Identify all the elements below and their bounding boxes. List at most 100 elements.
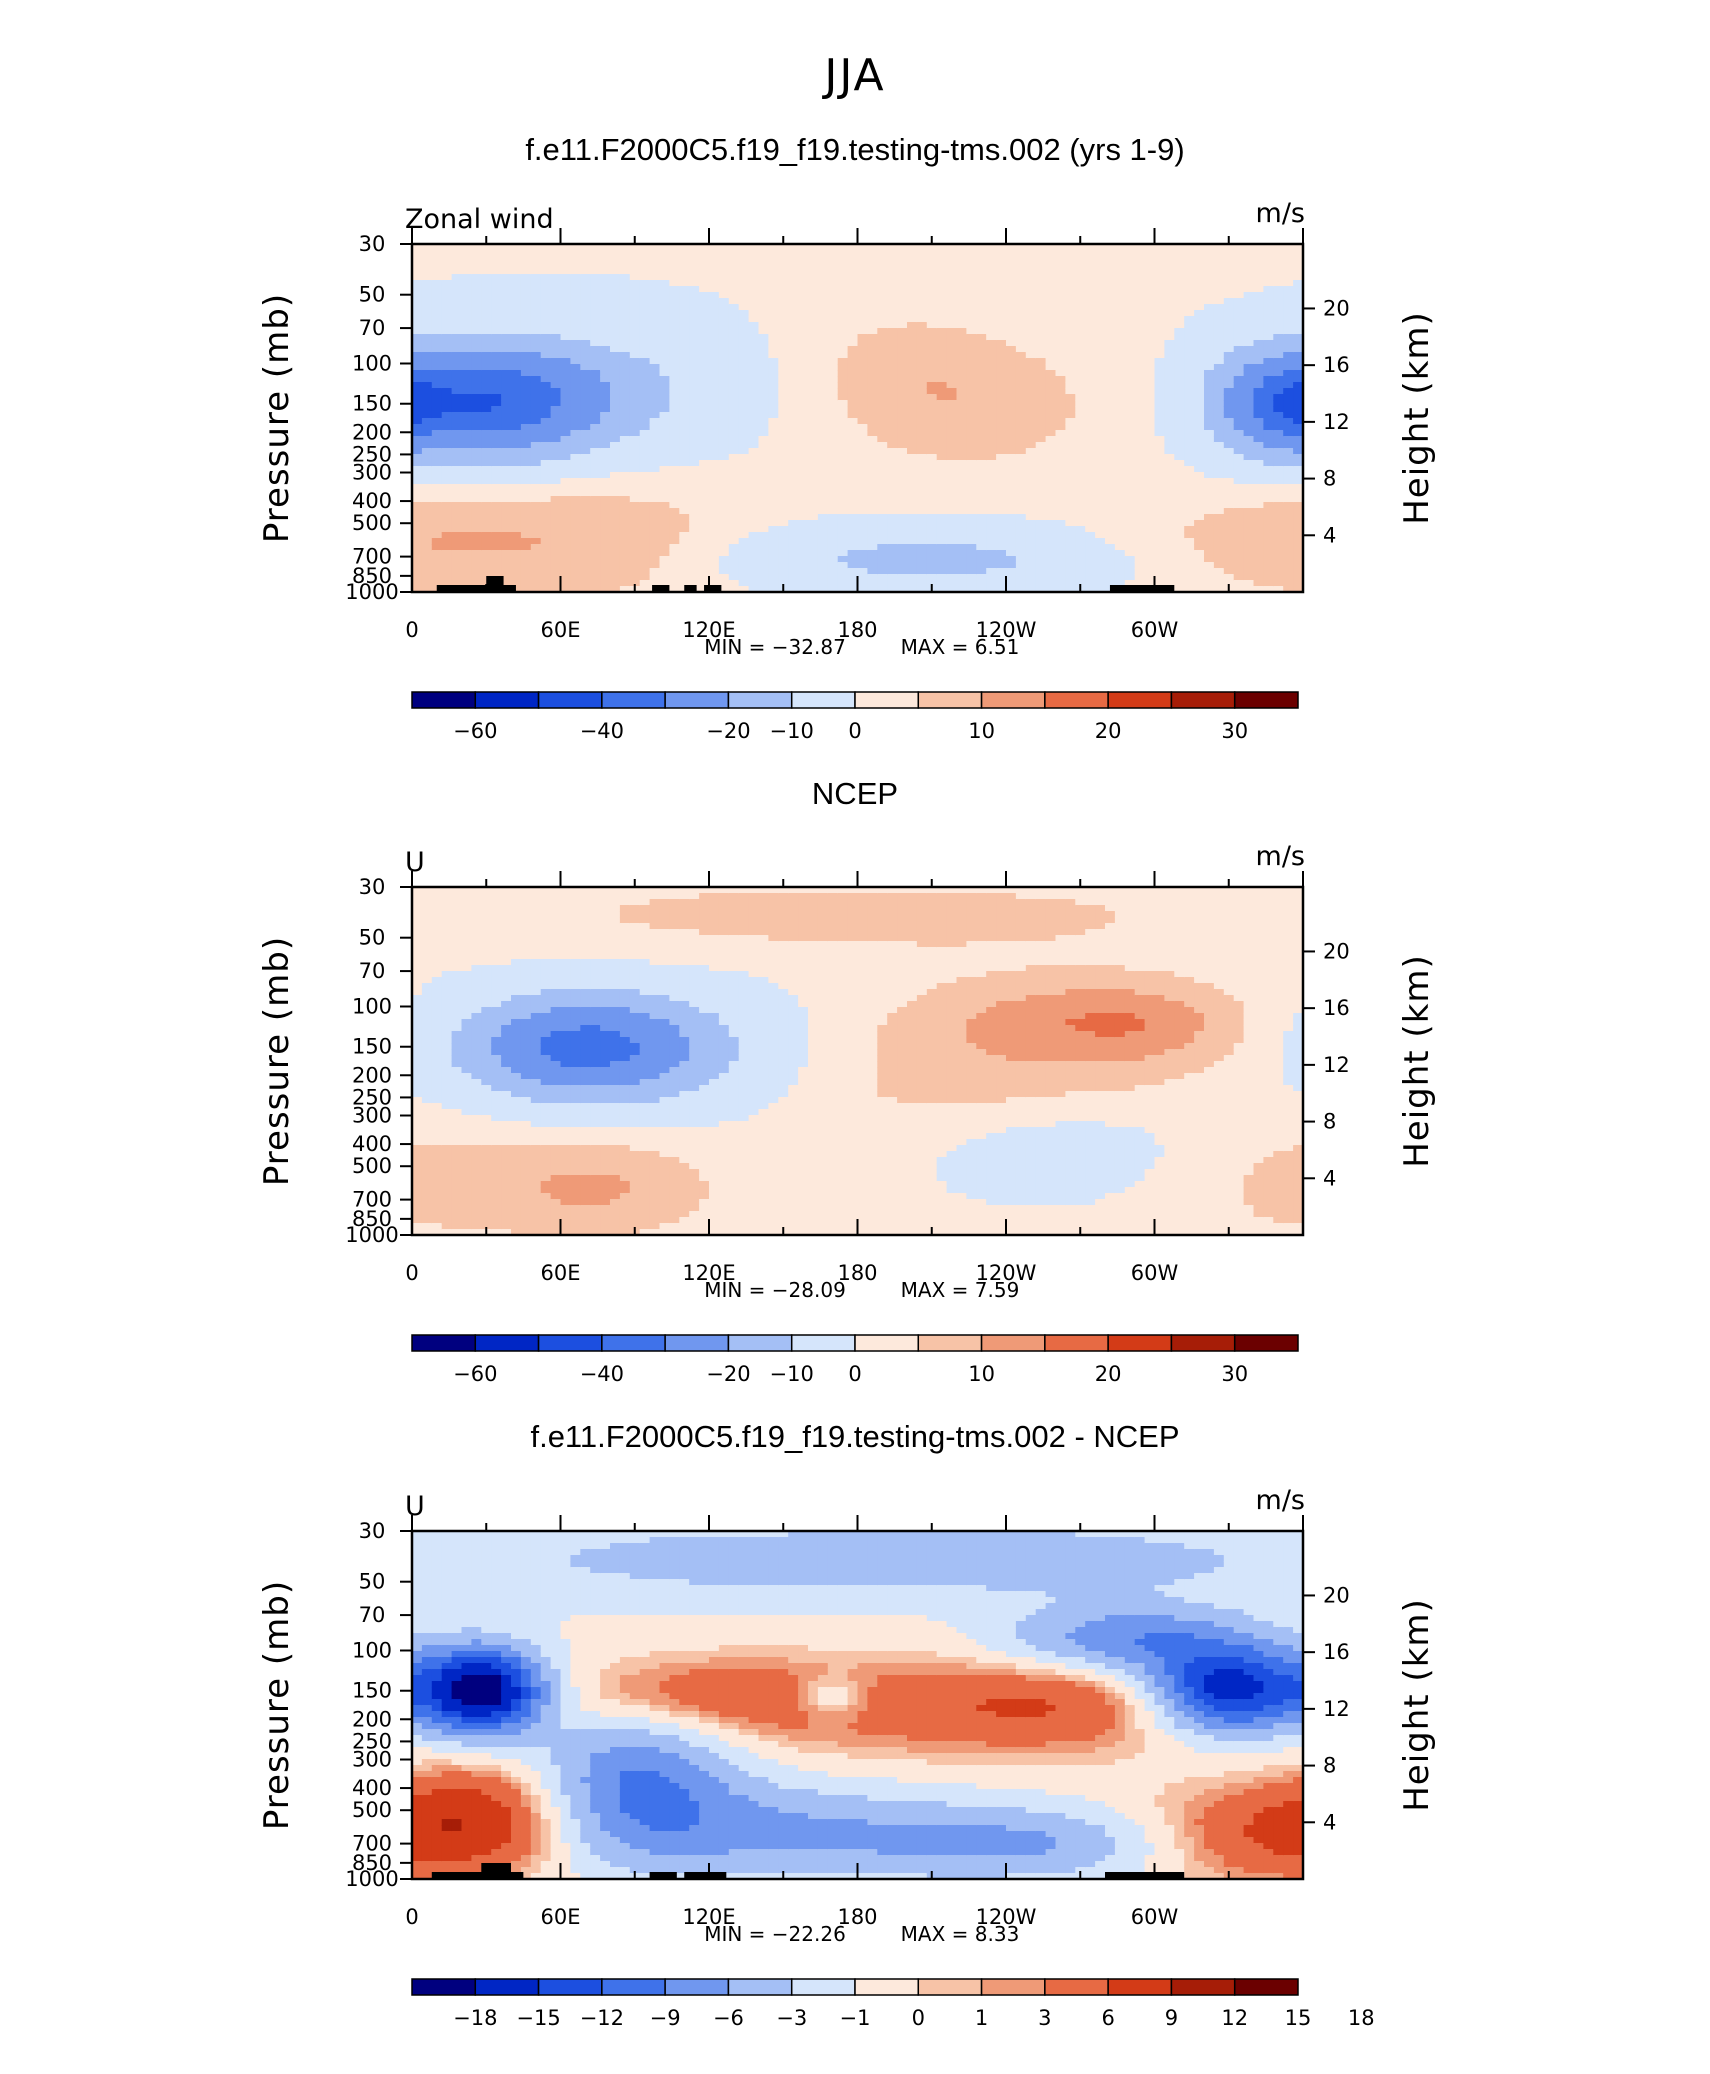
contour-cell	[827, 262, 839, 269]
contour-cell	[986, 316, 997, 323]
contour-cell	[1194, 316, 1205, 323]
contour-cell	[1194, 424, 1205, 431]
contour-cell	[857, 250, 868, 257]
contour-cell	[421, 418, 433, 425]
contour-cell	[1085, 568, 1096, 575]
contour-cell	[540, 442, 552, 449]
contour-cell	[758, 388, 769, 395]
contour-cell	[748, 256, 760, 263]
contour-cell	[827, 520, 839, 527]
contour-cell	[748, 490, 760, 497]
contour-cell	[808, 568, 819, 575]
contour-cell	[689, 340, 700, 347]
contour-cell	[1253, 442, 1264, 449]
contour-cell	[600, 514, 611, 521]
contour-cell	[1174, 502, 1185, 509]
contour-cell	[471, 316, 482, 323]
contour-cell	[709, 310, 720, 317]
contour-cell	[808, 304, 819, 311]
contour-cell	[679, 370, 690, 377]
contour-cell	[778, 520, 789, 527]
contour-cell	[471, 274, 482, 281]
contour-cell	[1174, 472, 1185, 479]
contour-cell	[570, 364, 581, 371]
contour-cell	[718, 304, 730, 311]
contour-cell	[748, 508, 760, 515]
contour-cell	[481, 484, 492, 491]
contour-cell	[877, 502, 888, 509]
contour-cell	[1015, 268, 1027, 275]
contour-cell	[1095, 292, 1106, 299]
contour-cell	[1065, 556, 1076, 563]
contour-cell	[847, 520, 859, 527]
contour-cell	[887, 268, 898, 275]
contour-cell	[976, 550, 987, 557]
contour-cell	[1184, 544, 1195, 551]
contour-cell	[976, 310, 987, 317]
contour-cell	[540, 478, 552, 485]
contour-cell	[461, 460, 472, 467]
contour-cell	[867, 538, 878, 545]
contour-cell	[738, 460, 750, 467]
contour-cell	[1164, 256, 1175, 263]
contour-cell	[669, 538, 680, 545]
contour-cell	[1025, 490, 1037, 497]
contour-cell	[540, 514, 552, 521]
contour-cell	[1184, 388, 1195, 395]
contour-cell	[1045, 406, 1057, 413]
contour-cell	[1015, 562, 1027, 569]
contour-cell	[738, 418, 750, 425]
contour-cell	[629, 442, 641, 449]
contour-cell	[798, 550, 809, 557]
contour-cell	[837, 484, 849, 491]
contour-cell	[1213, 442, 1225, 449]
contour-cell	[857, 562, 868, 569]
contour-cell	[996, 346, 1007, 353]
contour-cell	[837, 370, 849, 377]
contour-cell	[996, 544, 1007, 551]
contour-cell	[1194, 358, 1205, 365]
contour-cell	[718, 556, 730, 563]
contour-cell	[1085, 310, 1096, 317]
contour-cell	[1075, 532, 1086, 539]
contour-cell	[600, 418, 611, 425]
contour-cell	[996, 364, 1007, 371]
contour-cell	[966, 454, 977, 461]
contour-cell	[511, 526, 522, 533]
contour-cell	[1233, 388, 1245, 395]
contour-cell	[1213, 448, 1225, 455]
contour-cell	[669, 550, 680, 557]
contour-cell	[857, 502, 868, 509]
contour-cell	[1253, 508, 1264, 515]
contour-cell	[580, 364, 591, 371]
contour-cell	[491, 466, 502, 473]
contour-cell	[867, 376, 878, 383]
contour-cell	[560, 328, 571, 335]
contour-cell	[768, 322, 779, 329]
contour-cell	[1095, 436, 1106, 443]
contour-cell	[639, 490, 651, 497]
panel-title-difference: f.e11.F2000C5.f19_f19.testing-tms.002 - …	[530, 1419, 1180, 1454]
contour-cell	[956, 394, 967, 401]
contour-cell	[738, 466, 750, 473]
contour-cell	[1164, 556, 1175, 563]
contour-cell	[877, 550, 888, 557]
contour-cell	[540, 394, 552, 401]
contour-cell	[699, 292, 710, 299]
contour-cell	[689, 538, 700, 545]
contour-cell	[996, 268, 1007, 275]
contour-cell	[590, 484, 601, 491]
contour-cell	[1213, 388, 1225, 395]
contour-cell	[511, 412, 522, 419]
contour-cell	[748, 472, 760, 479]
contour-cell	[629, 292, 641, 299]
contour-cell	[699, 442, 710, 449]
contour-cell	[1134, 424, 1146, 431]
contour-cell	[1124, 280, 1136, 287]
contour-cell	[996, 352, 1007, 359]
contour-cell	[560, 496, 571, 503]
contour-cell	[1055, 382, 1066, 389]
contour-cell	[897, 424, 908, 431]
contour-cell	[926, 580, 938, 587]
contour-cell	[629, 274, 641, 281]
